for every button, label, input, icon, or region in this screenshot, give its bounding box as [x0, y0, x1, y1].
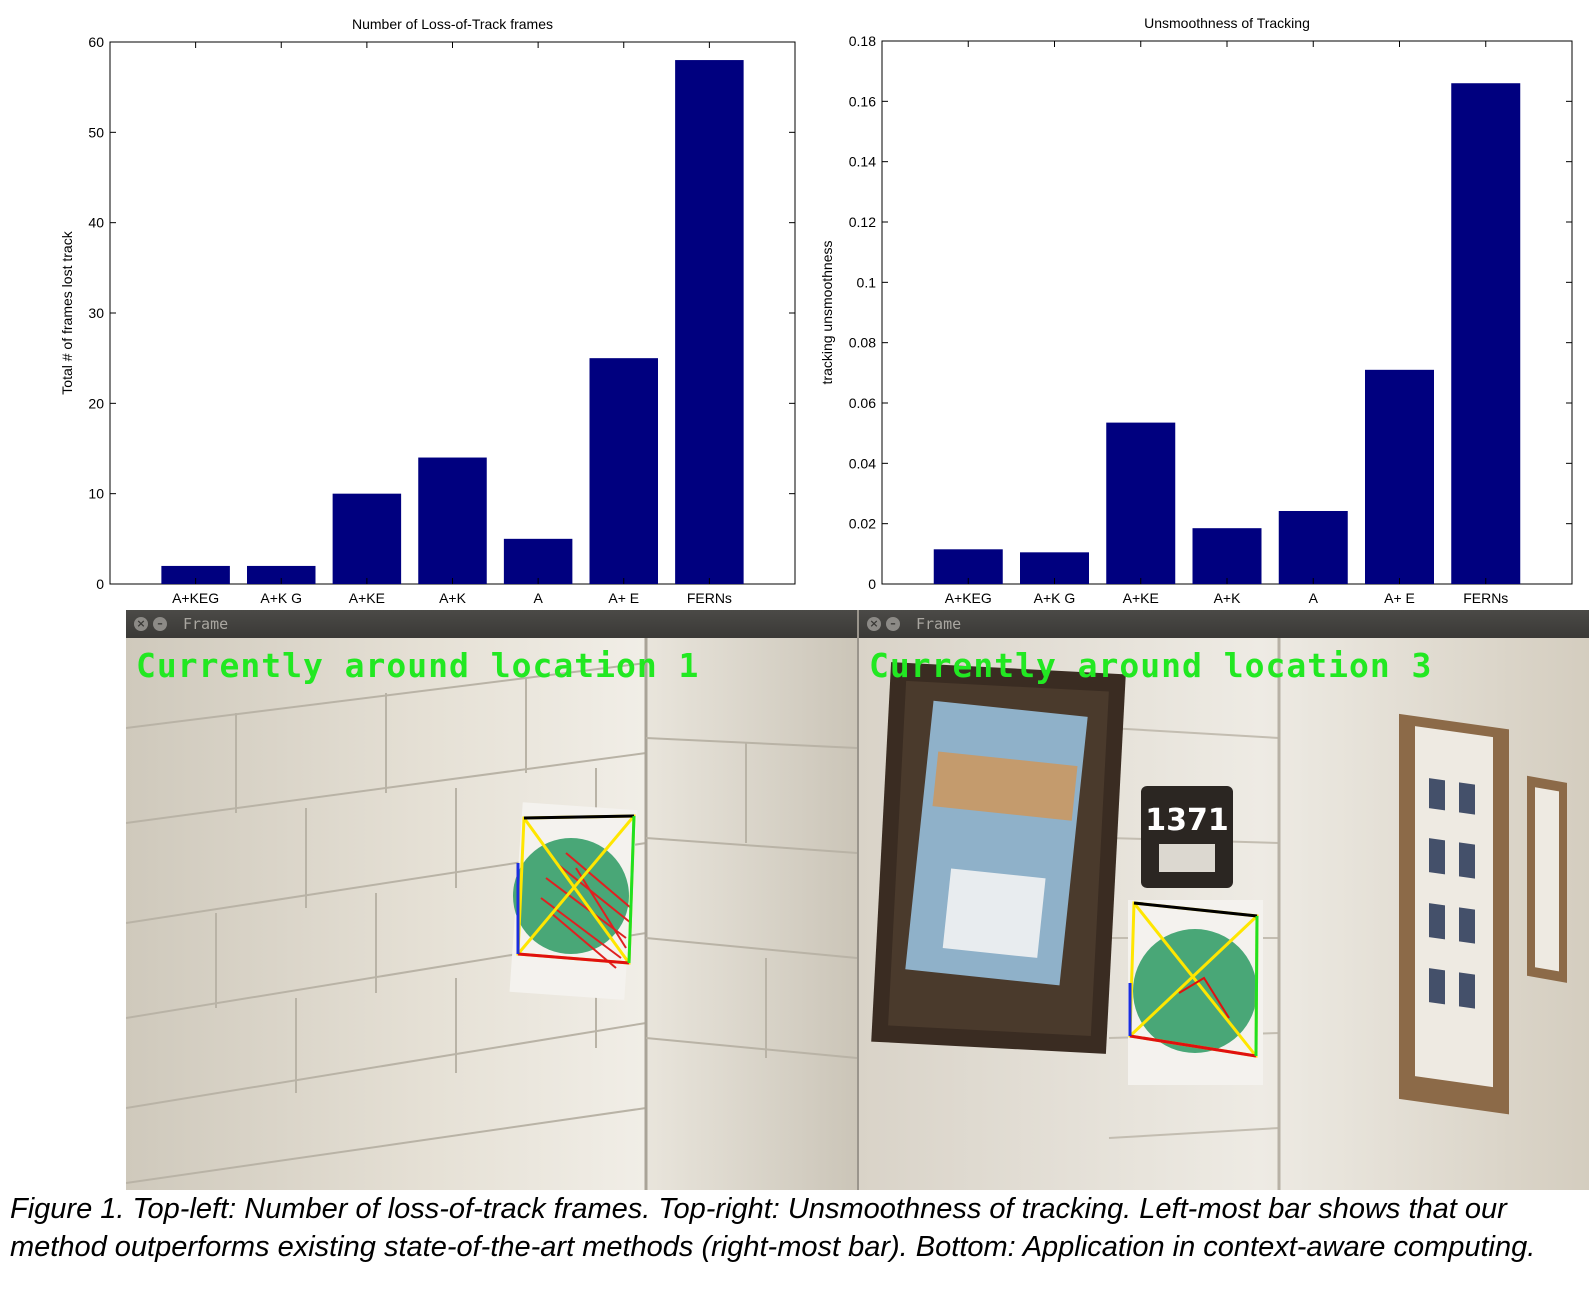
- y-tick-label: 0: [868, 576, 876, 592]
- x-tick-label: A+ E: [608, 590, 639, 606]
- y-tick-label: 0.04: [849, 455, 876, 471]
- window-titlebar: × – Frame: [126, 610, 857, 638]
- window-title: Frame: [183, 615, 229, 633]
- figure-caption: Figure 1. Top-left: Number of loss-of-tr…: [10, 1193, 1536, 1263]
- y-tick-label: 0.1: [857, 274, 877, 290]
- bar-ferns: [1451, 83, 1521, 584]
- door-sign-number: 1371: [1145, 803, 1229, 838]
- y-tick-label: 50: [88, 124, 104, 140]
- camera-view-hallway: 1371: [859, 638, 1589, 1190]
- x-tick-label: A+KEG: [945, 590, 992, 606]
- y-tick-label: 0: [96, 576, 104, 592]
- unsmoothness-chart: Unsmoothness of Tracking tracking unsmoot…: [819, 15, 1573, 606]
- bar-a: [1278, 510, 1348, 584]
- y-axis-label: Total # of frames lost track: [59, 230, 75, 394]
- bar-akeg: [161, 565, 230, 584]
- y-tick-label: 0.06: [849, 395, 876, 411]
- bar-a: [503, 538, 573, 584]
- camera-view-corridor-wall: [126, 638, 857, 1190]
- x-tick-label: A: [1309, 590, 1319, 606]
- x-tick-label: A+K: [1214, 590, 1242, 606]
- y-tick-label: 10: [88, 486, 104, 502]
- bar-ae: [589, 358, 658, 584]
- location-overlay-text: Currently around location 1: [136, 646, 700, 685]
- x-tick-label: A+K G: [260, 590, 302, 606]
- y-tick-label: 0.16: [849, 93, 876, 109]
- bar-ake: [332, 493, 402, 584]
- bar-ake: [1106, 422, 1176, 584]
- minimize-icon[interactable]: –: [886, 617, 900, 631]
- x-tick-label: A+K: [439, 590, 467, 606]
- frame-window-left: × – Frame: [126, 610, 857, 1190]
- x-tick-label: A+KE: [349, 590, 385, 606]
- y-tick-label: 0.08: [849, 335, 876, 351]
- x-tick-label: A: [533, 590, 543, 606]
- x-tick-label: FERNs: [687, 590, 732, 606]
- window-titlebar: × – Frame: [859, 610, 1589, 638]
- x-tick-label: A+KEG: [172, 590, 219, 606]
- x-tick-label: A+KE: [1123, 590, 1159, 606]
- bar-ae: [1365, 369, 1434, 584]
- y-tick-label: 0.02: [849, 516, 876, 532]
- minimize-icon[interactable]: –: [153, 617, 167, 631]
- x-tick-label: FERNs: [1463, 590, 1508, 606]
- y-tick-label: 0.18: [849, 33, 876, 49]
- y-tick-label: 0.12: [849, 214, 876, 230]
- y-tick-label: 60: [88, 34, 104, 50]
- close-icon[interactable]: ×: [134, 617, 148, 631]
- location-overlay-text: Currently around location 3: [869, 646, 1433, 685]
- chart-title: Number of Loss-of-Track frames: [352, 16, 553, 32]
- x-tick-label: A+ E: [1384, 590, 1415, 606]
- loss-of-track-chart: Number of Loss-of-Track frames Total # of…: [59, 16, 796, 606]
- chart-title: Unsmoothness of Tracking: [1144, 15, 1310, 31]
- x-tick-label: A+K G: [1034, 590, 1076, 606]
- y-tick-label: 20: [88, 395, 104, 411]
- y-tick-label: 40: [88, 215, 104, 231]
- close-icon[interactable]: ×: [867, 617, 881, 631]
- y-tick-label: 30: [88, 305, 104, 321]
- window-title: Frame: [916, 615, 962, 633]
- y-tick-label: 0.14: [849, 154, 876, 170]
- bar-ferns: [675, 60, 744, 585]
- frame-window-right: × – Frame 1371: [857, 610, 1589, 1190]
- bar-ak: [418, 457, 487, 584]
- y-axis-label: tracking unsmoothness: [819, 241, 835, 385]
- bar-akg: [247, 565, 316, 584]
- bar-ak: [1192, 528, 1262, 584]
